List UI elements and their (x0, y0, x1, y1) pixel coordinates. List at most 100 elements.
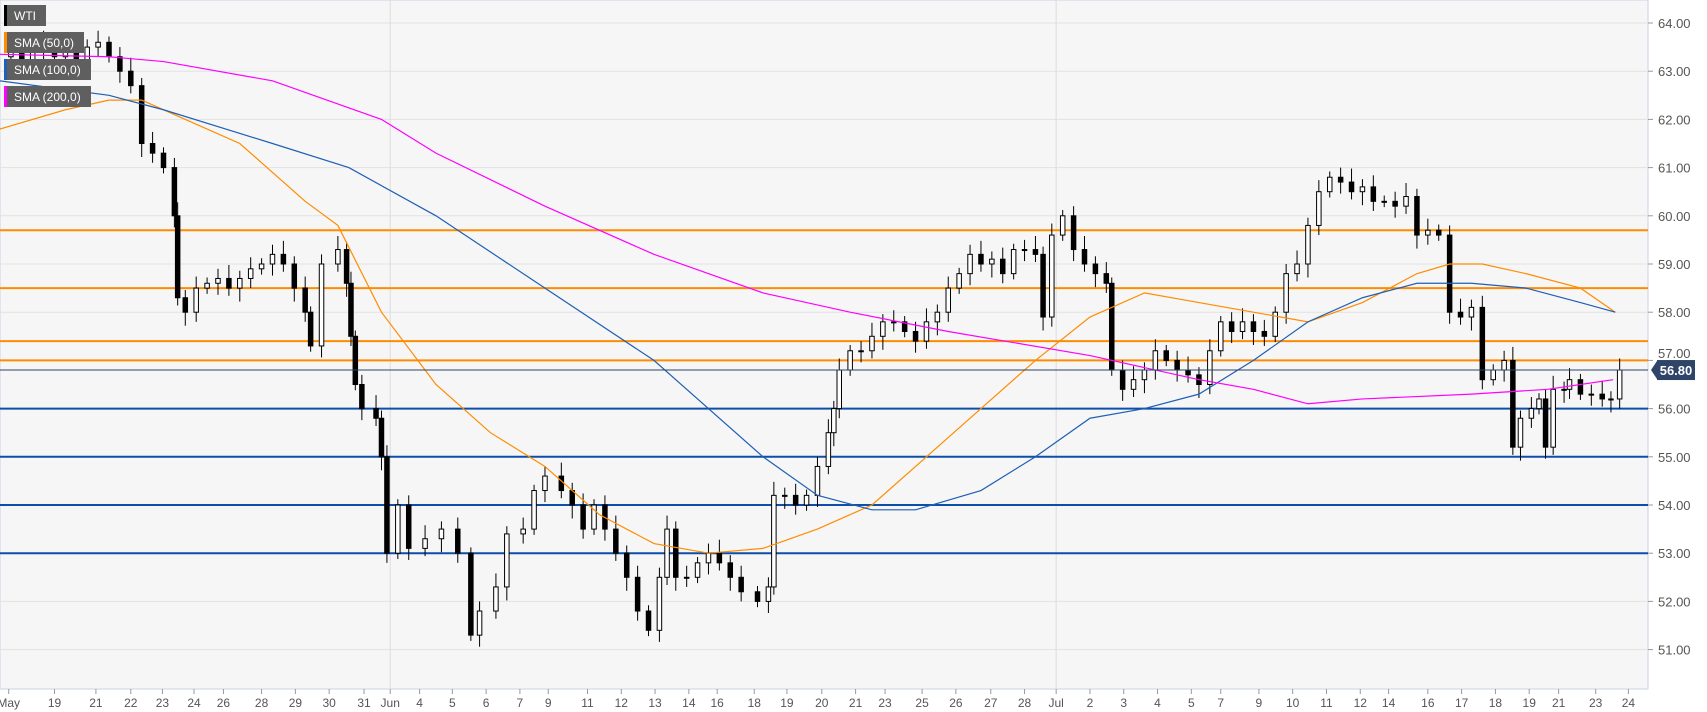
candle-body (476, 610, 483, 636)
x-tick-label: 14 (682, 696, 696, 710)
candle (476, 601, 483, 647)
x-tick-label: 9 (545, 696, 552, 710)
candle (237, 270, 243, 302)
candle-body (193, 287, 199, 313)
candle (182, 290, 189, 326)
candle (1561, 381, 1567, 403)
candle-body (1141, 369, 1148, 381)
legend-item[interactable]: SMA (200,0) (4, 86, 91, 107)
candle-body (1490, 369, 1496, 381)
candle-body (683, 576, 690, 579)
candle (138, 77, 145, 157)
candle-body (967, 253, 973, 275)
last-price-label: 56.80 (1660, 363, 1693, 378)
candle (384, 445, 390, 563)
candle (1381, 195, 1387, 208)
candle-body (664, 528, 670, 578)
candle-body (634, 576, 641, 612)
candle-body (1536, 398, 1542, 410)
candle (1326, 171, 1333, 198)
candle-body (1370, 186, 1377, 202)
candle (1425, 218, 1431, 245)
candle-body (455, 528, 461, 554)
x-tick-label: 26 (217, 696, 231, 710)
candle (520, 517, 526, 544)
candle (765, 577, 772, 613)
y-tick-label: 58.00 (1658, 305, 1691, 320)
candle-body (1272, 311, 1278, 337)
candle (754, 585, 761, 608)
candle (215, 268, 221, 295)
candle-body (1501, 359, 1507, 371)
candle (831, 400, 837, 447)
candle-body (182, 297, 189, 313)
candle-body (1616, 369, 1623, 400)
candle-body (237, 277, 243, 289)
candle (656, 567, 663, 642)
candle-body (1032, 249, 1039, 255)
legend-item[interactable]: SMA (50,0) (4, 32, 85, 53)
candle (1510, 346, 1516, 455)
x-tick-label: 4 (1154, 696, 1161, 710)
candle (302, 276, 308, 322)
candle-body (891, 321, 897, 324)
candle (1040, 246, 1046, 331)
candle (226, 264, 232, 296)
candle-body (831, 408, 837, 434)
candle-body (1577, 379, 1584, 395)
candle (1414, 188, 1420, 249)
x-tick-label: 11 (1320, 696, 1333, 710)
candle-body (1010, 249, 1017, 275)
y-tick-label: 57.00 (1658, 346, 1691, 361)
candle (1250, 314, 1257, 345)
candle-body (1059, 215, 1066, 236)
x-tick-label: 21 (1552, 696, 1566, 710)
candle-body (1316, 191, 1322, 226)
candle-body (318, 263, 325, 347)
x-tick-label: 10 (1286, 696, 1300, 710)
y-tick-label: 53.00 (1658, 546, 1691, 561)
x-tick-label: 19 (1523, 696, 1537, 710)
candle-body (348, 282, 354, 337)
candle (542, 466, 548, 503)
candle (1059, 210, 1066, 241)
x-tick-label: 26 (949, 696, 963, 710)
candle-body (504, 533, 510, 588)
candle-body (1542, 398, 1549, 448)
candle-body (1305, 224, 1311, 265)
candle-body (956, 273, 962, 289)
x-tick-label: 6 (483, 696, 490, 710)
candle (1566, 368, 1573, 399)
candle-body (247, 268, 254, 279)
x-tick-label: 21 (89, 696, 103, 710)
last-price-pointer (1651, 361, 1657, 380)
candle-body (1561, 388, 1567, 391)
candle-body (836, 369, 843, 410)
candle (1577, 373, 1584, 400)
candle (1392, 191, 1398, 218)
plot-area (0, 0, 1649, 690)
candle (269, 244, 276, 276)
candle-body (945, 287, 952, 313)
candle-body (705, 552, 712, 564)
candle-body (765, 586, 772, 602)
candle-body (782, 494, 788, 497)
candle (1092, 256, 1099, 288)
y-tick-label: 60.00 (1658, 209, 1691, 224)
candle-body (656, 576, 663, 631)
sma-line (0, 80, 1616, 511)
candle-body (901, 321, 908, 332)
legend-item[interactable]: WTI (4, 5, 46, 26)
candle-body (716, 552, 723, 564)
legend-item[interactable]: SMA (100,0) (4, 59, 91, 80)
candle-body (1381, 200, 1387, 203)
candle (504, 526, 510, 601)
candle (727, 555, 734, 591)
candle (117, 47, 123, 83)
candle-body (335, 249, 341, 265)
last-price-badge (1657, 360, 1695, 381)
legend-label: SMA (50,0) (14, 35, 75, 50)
x-tick-label: 24 (187, 696, 201, 710)
candle-body (1528, 408, 1535, 419)
